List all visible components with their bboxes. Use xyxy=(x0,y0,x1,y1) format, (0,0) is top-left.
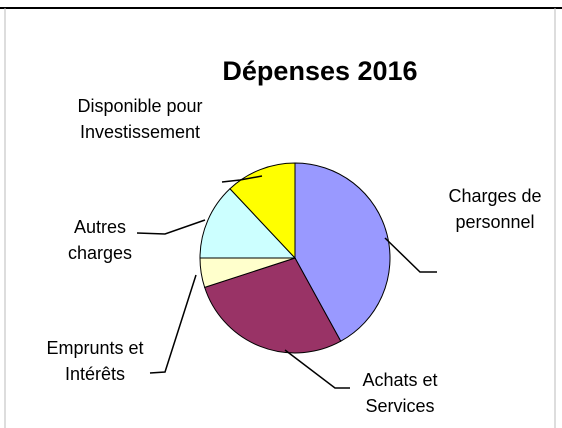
slice-label: Emprunts et Intérêts xyxy=(46,338,144,384)
pie-slice xyxy=(229,162,296,260)
pie-slice xyxy=(294,162,391,342)
pie xyxy=(199,162,391,354)
slice-label: Charges de personnel xyxy=(448,186,542,232)
slice-label: Achats et Services xyxy=(362,370,438,416)
leader-line xyxy=(384,237,437,273)
leaders xyxy=(136,175,437,389)
slice-label: Disponible pour Investissement xyxy=(77,96,203,142)
pie-slice xyxy=(204,257,342,354)
pie-slice xyxy=(199,188,297,259)
leader-line xyxy=(221,175,263,183)
leader-line xyxy=(149,274,197,374)
slice-label: Autres charges xyxy=(67,217,133,263)
leader-line xyxy=(136,219,206,235)
leader-line xyxy=(284,349,350,389)
chart-title: Dépenses 2016 xyxy=(222,56,418,86)
